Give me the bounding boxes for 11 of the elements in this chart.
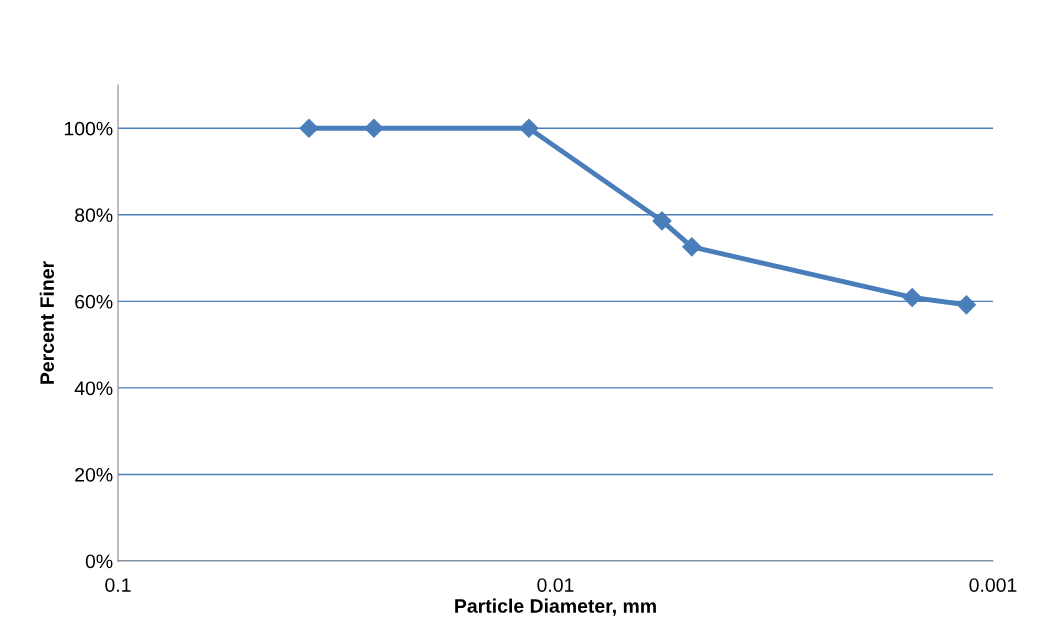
y-tick-label: 60% bbox=[75, 294, 113, 309]
x-tick-label: 0.1 bbox=[105, 578, 131, 592]
x-axis-title: Particle Diameter, mm bbox=[455, 598, 656, 616]
x-tick-label: 0.01 bbox=[537, 578, 574, 592]
y-tick-label: 80% bbox=[75, 208, 113, 223]
y-tick-label: 0% bbox=[85, 554, 113, 569]
y-tick-label: 20% bbox=[75, 467, 113, 482]
y-tick-label: 40% bbox=[74, 381, 113, 396]
x-tick-label: 0.001 bbox=[969, 578, 1017, 592]
y-tick-label: 100% bbox=[64, 121, 113, 136]
y-axis-title: Percent Finer bbox=[39, 261, 55, 384]
